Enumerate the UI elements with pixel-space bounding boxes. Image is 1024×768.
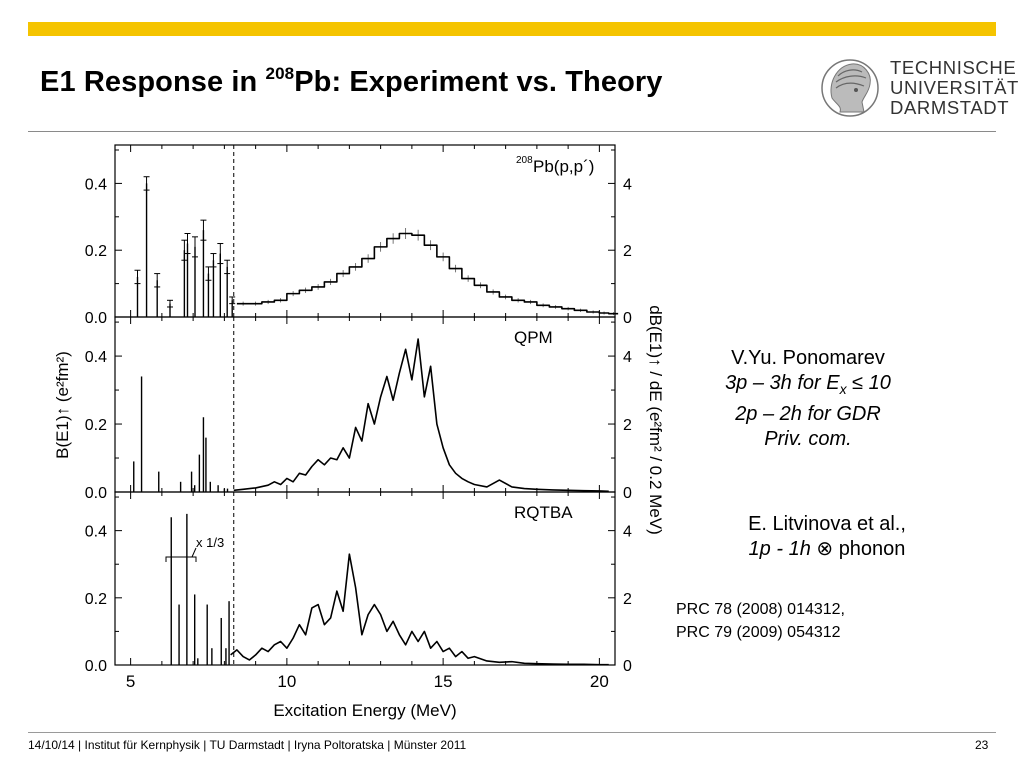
- logo-line: TECHNISCHE: [890, 57, 1017, 78]
- title-divider: [28, 131, 996, 132]
- y-tick-label-left: 0.0: [85, 485, 107, 502]
- y-tick-label-left: 0.2: [85, 591, 107, 608]
- athena-head-icon: [821, 59, 879, 117]
- y-tick-label-left: 0.0: [85, 658, 107, 675]
- reference-item: PRC 79 (2009) 054312: [676, 624, 841, 641]
- scale-pointer: [191, 547, 197, 558]
- logo-line: DARMSTADT: [890, 97, 1010, 118]
- ponomarev-source: Priv. com.: [764, 428, 852, 450]
- y-tick-label-right: 0: [623, 485, 632, 502]
- y-tick-label-right: 2: [623, 243, 632, 260]
- litvinova-name: E. Litvinova et al.,: [748, 513, 906, 535]
- y-tick-label-left: 0.2: [85, 417, 107, 434]
- ponomarev-name: V.Yu. Ponomarev: [731, 347, 885, 369]
- scale-bracket: [165, 556, 197, 562]
- scale-annotation: x 1/3: [196, 535, 224, 550]
- e1-response-chart: 0.0 0.2 0.4 0 2 4 208 Pb(p,p´) 0.0 0.2 0.4 0 2 4 QPM 0.…: [53, 144, 665, 720]
- university-logo: TECHNISCHE UNIVERSITÄT DARMSTADT: [890, 58, 1019, 118]
- y-tick-label-left: 0.4: [85, 524, 107, 541]
- x-tick-label: 20: [590, 672, 609, 691]
- y-tick-label-left: 0.4: [85, 349, 107, 366]
- litvinova-note: E. Litvinova et al., 1p - 1h ⊗ phonon: [712, 512, 942, 562]
- ponomarev-note: V.Yu. Ponomarev 3p – 3h for Ex ≤ 10 2p –…: [698, 346, 918, 452]
- y-axis-label-right: dB(E1)↑ / dE (e²fm² / 0.2 MeV): [646, 305, 665, 535]
- y-tick-label-left: 0.4: [85, 176, 107, 193]
- y-tick-label-right: 2: [623, 417, 632, 434]
- y-axis-label-left: B(E1)↑ (e²fm²): [53, 351, 72, 459]
- x-axis-label: Excitation Energy (MeV): [273, 701, 456, 720]
- x-tick-label: 5: [126, 672, 135, 691]
- y-tick-label-right: 4: [623, 349, 632, 366]
- y-tick-label-left: 0.2: [85, 243, 107, 260]
- ponomarev-config: 3p – 3h for Ex ≤ 10: [725, 372, 891, 397]
- x-tick-label: 10: [277, 672, 296, 691]
- footer-divider: [28, 732, 996, 733]
- y-tick-label-right: 4: [623, 524, 632, 541]
- y-tick-label-right: 0: [623, 658, 632, 675]
- continuum-curve: [236, 232, 619, 315]
- panel-label: RQTBA: [514, 503, 573, 522]
- continuum-curve: [233, 338, 609, 493]
- panel-label: QPM: [514, 328, 553, 347]
- x-tick-label: 15: [434, 672, 453, 691]
- accent-bar: [28, 22, 996, 36]
- ponomarev-gdr: 2p – 2h for GDR: [735, 403, 881, 425]
- panel-label-sup: 208: [516, 155, 533, 166]
- panel-frame: [114, 491, 616, 666]
- y-tick-label-left: 0.0: [85, 310, 107, 327]
- y-tick-label-right: 0: [623, 310, 632, 327]
- page-number: 23: [975, 738, 989, 752]
- footer-text: 14/10/14 | Institut für Kernphysik | TU …: [28, 738, 467, 752]
- panel-label: Pb(p,p´): [533, 157, 594, 176]
- slide-title: E1 Response in 208Pb: Experiment vs. The…: [40, 64, 663, 98]
- y-tick-label-right: 4: [623, 176, 632, 193]
- reference-item: PRC 78 (2008) 014312,: [676, 601, 845, 618]
- continuum-curve: [230, 553, 609, 666]
- litvinova-config: 1p - 1h ⊗ phonon: [748, 538, 906, 560]
- logo-line: UNIVERSITÄT: [890, 77, 1019, 98]
- y-tick-label-right: 2: [623, 591, 632, 608]
- references: PRC 78 (2008) 014312, PRC 79 (2009) 0543…: [676, 598, 845, 644]
